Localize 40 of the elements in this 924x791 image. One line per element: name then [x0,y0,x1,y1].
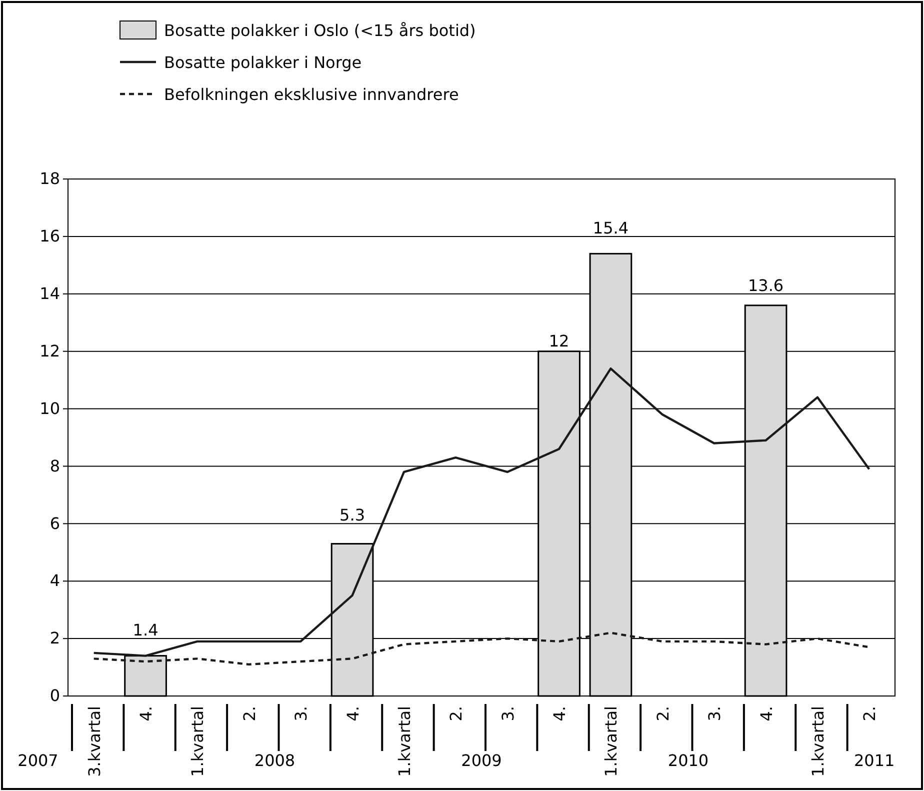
y-tick-label: 12 [40,341,60,360]
legend-label: Bosatte polakker i Norge [164,53,362,72]
x-tick-label: 1.kvartal [808,706,828,777]
legend-label: Bosatte polakker i Oslo (<15 års botid) [164,21,476,40]
x-tick-label: 1.kvartal [394,706,414,777]
data-label: 13.6 [748,276,784,295]
text: 2009 [461,751,502,770]
x-tick-label: 1.kvartal [602,706,621,777]
line-series [92,367,870,657]
y-tick-label: 10 [40,398,60,418]
x-tick-label: 4. [550,706,570,722]
x-tick-label: 4. [756,706,776,722]
x-tick-label: 2. [240,706,259,722]
y-tick-label: 16 [40,226,60,246]
x-tick-label: 4. [136,706,156,722]
data-label: 12 [548,331,570,350]
x-tick-label: 3. [498,706,518,722]
legend-label: Befolkningen eksklusive innvandrere [164,85,459,104]
y-tick-label: 8 [50,456,60,476]
x-tick-label: 1.kvartal [188,706,208,777]
y-tick-label: 6 [50,514,60,533]
data-label: 1.4 [132,620,158,640]
y-tick-label: 18 [40,169,60,188]
data-label: 15.4 [592,218,629,238]
x-tick-label: 3.kvartal [84,706,104,777]
text: 2007 [18,751,58,770]
y-tick-label: 0 [50,686,60,706]
y-tick-label: 4 [50,571,60,590]
text: 2008 [254,751,296,770]
y-tick-label: 2 [50,628,60,648]
data-label: 5.3 [340,506,366,525]
text: 2011 [854,751,895,770]
y-tick-label: 14 [40,284,60,304]
x-tick-label: 3. [705,706,724,722]
x-tick-label: 2. [860,706,880,722]
x-tick-label: 4. [343,706,362,722]
x-tick-label: 2. [653,706,672,722]
x-tick-label: 2. [446,706,466,722]
text: 2010 [668,751,709,770]
x-tick-label: 3. [292,706,311,722]
